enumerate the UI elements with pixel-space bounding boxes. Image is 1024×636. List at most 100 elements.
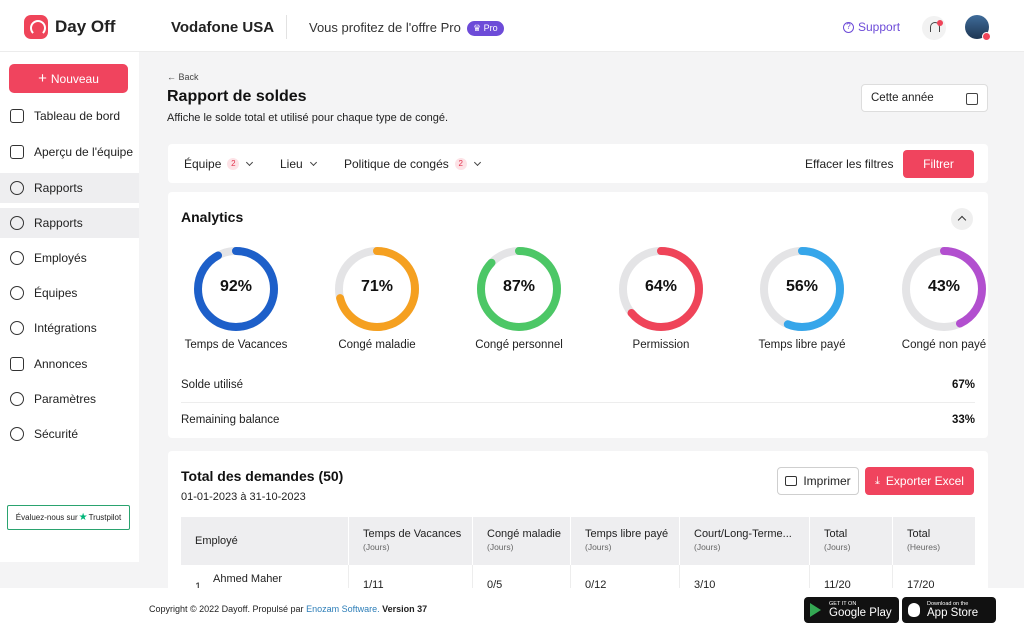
donut-ring (902, 247, 986, 331)
divider (286, 15, 287, 39)
donut-value: 64% (644, 278, 678, 295)
analytics-card: Analytics 92% Temps de Vacances 71% Congé m… (168, 192, 988, 438)
google-play-small: GET IT ON (829, 601, 857, 607)
question-icon: ? (843, 21, 854, 33)
requests-table: Employé Temps de Vacances (Jours) Congé m… (181, 517, 975, 588)
location-filter-label: Lieu (280, 157, 303, 171)
download-icon: ⤓ (875, 474, 880, 487)
sidebar-item-label: Annonces (34, 357, 88, 371)
used-balance-row: Solde utilisé 67% (181, 368, 975, 402)
table-cell: 1/11 (349, 565, 473, 588)
policy-filter-label: Politique de congés (344, 157, 449, 171)
donut-ring (194, 247, 278, 331)
sidebar-item-security[interactable]: Sécurité (0, 419, 139, 449)
main-content: ← Back Rapport de soldes Affiche le sold… (139, 52, 1024, 588)
trustpilot-review-button[interactable]: Évaluez-nous sur ★ Trustpilot (7, 505, 130, 530)
sidebar: + Nouveau Tableau de bord Aperçu de l'éq… (0, 52, 139, 562)
google-play-badge[interactable]: GET IT ON Google Play (804, 597, 899, 623)
column-header[interactable]: Court/Long-Terme... (Jours) (680, 517, 810, 565)
donut-arc (477, 247, 561, 331)
copyright: Copyright © 2022 Dayoff. Propulsé par En… (149, 604, 427, 614)
location-filter[interactable]: Lieu (280, 157, 317, 171)
sidebar-item-label: Équipes (34, 286, 78, 300)
sidebar-item-reports[interactable]: Rapports (0, 173, 139, 203)
sidebar-item-settings[interactable]: Paramètres (0, 384, 139, 414)
pie-chart-icon (10, 181, 24, 195)
team-filter-count: 2 (227, 158, 240, 170)
collapse-chevron-up-icon[interactable] (951, 208, 973, 230)
analytics-title: Analytics (181, 209, 244, 225)
back-link[interactable]: ← Back (167, 72, 199, 82)
column-header[interactable]: Total (Jours) (810, 517, 893, 565)
sidebar-item-label: Paramètres (34, 392, 97, 406)
sidebar-item-reports-2[interactable]: Rapports (0, 208, 139, 238)
app-store-big: App Store (927, 607, 979, 619)
sidebar-item-team-overview[interactable]: Aperçu de l'équipe (0, 137, 139, 167)
used-balance-label: Solde utilisé (181, 379, 244, 391)
donut-ring (335, 247, 419, 331)
sidebar-item-employees[interactable]: Employés (0, 243, 139, 273)
user-icon (10, 251, 24, 265)
donut-ring (760, 247, 844, 331)
period-value: Cette année (871, 92, 934, 104)
team-filter[interactable]: Équipe 2 (184, 157, 254, 171)
sidebar-item-integrations[interactable]: Intégrations (0, 313, 139, 343)
donut-label: Permission (632, 339, 690, 351)
table-cell: 0/5 (473, 565, 571, 588)
table-header: Employé Temps de Vacances (Jours) Congé m… (181, 517, 975, 565)
donut-chart: 87% Congé personnel (464, 244, 574, 351)
table-cell: 3/10 (680, 565, 810, 588)
sidebar-item-label: Tableau de bord (34, 109, 121, 123)
requests-date-range: 01-01-2023 à 31-10-2023 (181, 491, 306, 503)
column-header[interactable]: Total (Heures) (893, 517, 975, 565)
column-label: Employé (195, 535, 238, 547)
sidebar-item-teams[interactable]: Équipes (0, 278, 139, 308)
apply-filter-button[interactable]: Filtrer (903, 150, 974, 178)
employee-name[interactable]: Ahmed Maher (213, 573, 283, 585)
requests-title: Total des demandes (50) (181, 468, 344, 484)
table-cell: 0/12 (571, 565, 680, 588)
footer: Copyright © 2022 Dayoff. Propulsé par En… (0, 588, 1024, 636)
support-link[interactable]: ? Support (843, 20, 900, 34)
donut-arc (335, 247, 419, 331)
sidebar-item-dashboard[interactable]: Tableau de bord (0, 101, 139, 131)
notification-bell-icon[interactable] (922, 16, 946, 40)
avatar[interactable] (965, 15, 991, 41)
table-cell: 11/20 (810, 565, 893, 588)
donut-arc (194, 247, 278, 331)
sidebar-item-announcements[interactable]: Annonces (0, 349, 139, 379)
donut-label: Congé maladie (338, 339, 416, 351)
chevron-down-icon (473, 158, 481, 167)
google-play-icon (810, 603, 821, 617)
period-select[interactable]: Cette année (861, 84, 988, 112)
column-header[interactable]: Temps de Vacances (Jours) (349, 517, 473, 565)
donut-ring (619, 247, 703, 331)
company-link[interactable]: Enozam Software. (306, 604, 380, 614)
column-label: Temps libre payé (585, 528, 669, 540)
column-header[interactable]: Employé (181, 517, 349, 565)
column-header[interactable]: Congé maladie (Jours) (473, 517, 571, 565)
new-button-label: Nouveau (50, 71, 99, 86)
version-text: Version 37 (382, 604, 428, 614)
table-row[interactable]: 1 Ahmed Maher 1/11 0/5 0/12 3/10 11/20 1… (181, 565, 975, 588)
sidebar-item-label: Intégrations (34, 321, 97, 335)
donut-label: Congé personnel (475, 339, 563, 351)
donut-arc (619, 247, 703, 331)
app-store-badge[interactable]: Download on the App Store (902, 597, 996, 623)
export-excel-button[interactable]: ⤓ Exporter Excel (865, 467, 974, 495)
trustpilot-text: Évaluez-nous sur (15, 513, 78, 522)
app-logo[interactable]: Day Off (24, 15, 115, 39)
support-label: Support (858, 20, 901, 34)
star-icon: ★ (78, 512, 88, 523)
donut-label: Congé non payé (901, 339, 987, 351)
donut-label: Temps de Vacances (184, 339, 288, 351)
print-button[interactable]: Imprimer (777, 467, 859, 495)
copyright-text: Copyright © 2022 Dayoff. Propulsé par (149, 604, 304, 614)
new-button[interactable]: + Nouveau (9, 64, 128, 93)
table-cell: 17/20 (907, 579, 935, 588)
clear-filters-button[interactable]: Effacer les filtres (805, 157, 894, 171)
policy-filter[interactable]: Politique de congés 2 (344, 157, 481, 171)
calendar-icon (966, 93, 978, 105)
apple-icon (908, 603, 920, 617)
column-header[interactable]: Temps libre payé (Jours) (571, 517, 680, 565)
